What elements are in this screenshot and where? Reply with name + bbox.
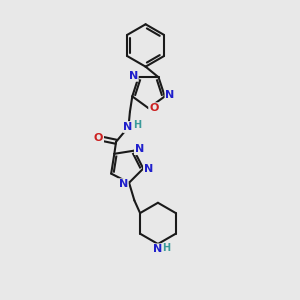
- Text: N: N: [144, 164, 153, 174]
- Text: N: N: [135, 144, 144, 154]
- Text: O: O: [94, 133, 103, 142]
- Text: N: N: [165, 90, 175, 100]
- Text: N: N: [129, 71, 138, 81]
- Text: O: O: [149, 103, 158, 113]
- Text: N: N: [153, 244, 163, 254]
- Text: H: H: [162, 242, 170, 253]
- Text: N: N: [118, 179, 128, 189]
- Text: N: N: [123, 122, 133, 132]
- Text: H: H: [133, 120, 141, 130]
